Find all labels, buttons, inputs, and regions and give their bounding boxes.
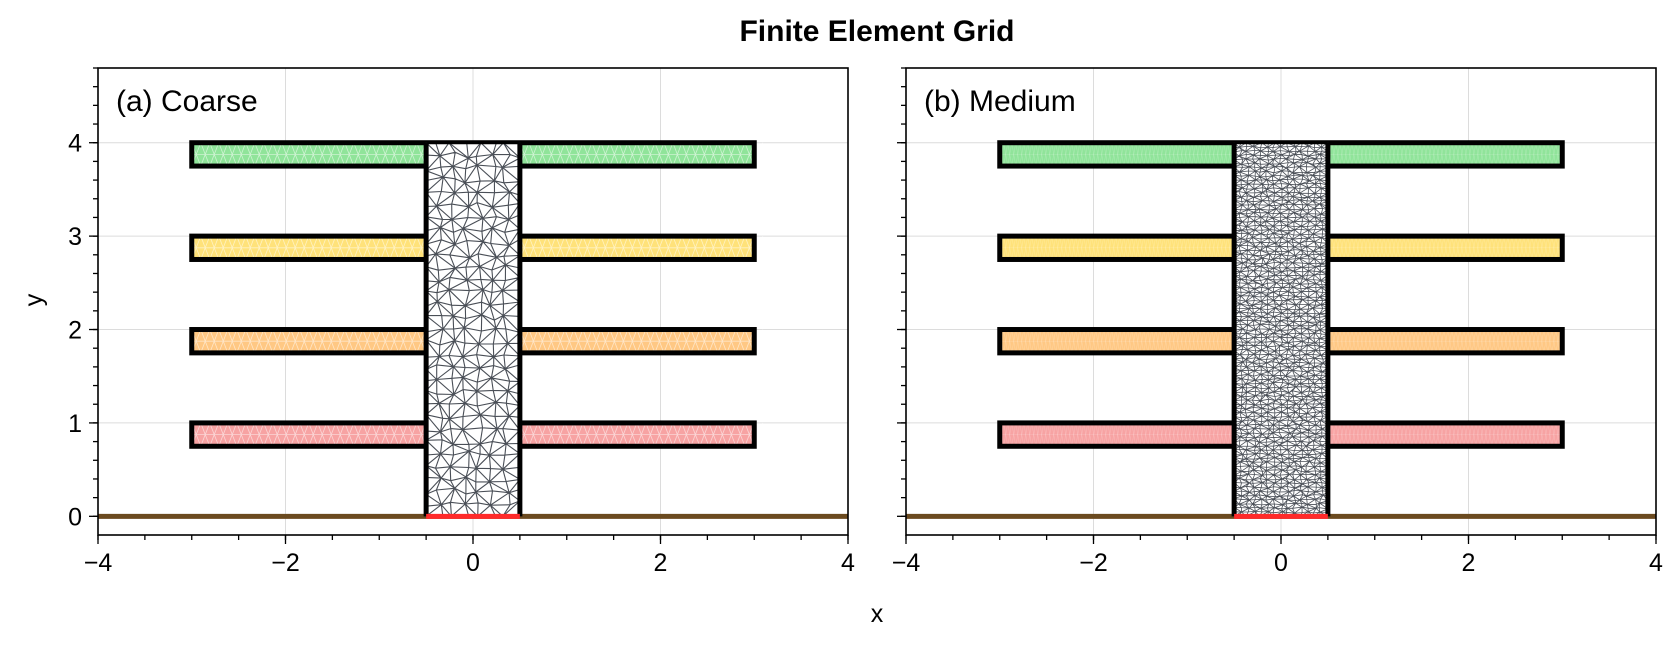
panel-medium: −4 −2 0 2 4 (b) Medium <box>892 67 1663 577</box>
x-tick-label: 2 <box>1462 549 1476 577</box>
floor-slab <box>999 142 1235 167</box>
floor-mesh <box>191 235 436 260</box>
y-tick-label: 3 <box>68 223 82 251</box>
x-tick-label: 0 <box>1274 549 1288 577</box>
floor-slab <box>1327 142 1563 167</box>
panel-label: (a) Coarse <box>116 85 258 118</box>
x-tick-label: 4 <box>1649 549 1663 577</box>
y-tick-label: 4 <box>68 130 82 158</box>
floor-mesh-lines <box>191 329 436 354</box>
floor-slab <box>999 236 1235 260</box>
ticks: −4 −2 0 2 4 <box>892 67 1663 577</box>
figure-title: Finite Element Grid <box>739 15 1014 48</box>
panel-label: (b) Medium <box>924 85 1076 118</box>
floor-mesh <box>519 235 764 260</box>
ticks: −4 −2 0 2 4 0 1 2 3 4 <box>68 67 855 577</box>
floor-mesh <box>519 422 764 447</box>
mesh-content <box>906 140 1656 519</box>
panel-coarse: −4 −2 0 2 4 0 1 2 3 4 (a) Coarse <box>68 67 855 577</box>
floor-mesh <box>519 142 764 167</box>
floor-mesh-lines <box>519 422 764 447</box>
floor-mesh-lines <box>519 235 764 260</box>
x-tick-label: 2 <box>654 549 668 577</box>
floor-mesh <box>191 329 436 354</box>
floor-mesh-lines <box>191 142 436 167</box>
y-axis-label: y <box>20 293 48 306</box>
y-tick-label: 0 <box>68 503 82 531</box>
floor-slab <box>1327 329 1563 353</box>
x-tick-label: 4 <box>841 549 855 577</box>
x-tick-label: −4 <box>84 549 113 577</box>
y-tick-label: 1 <box>68 410 82 438</box>
floor-mesh <box>191 422 436 447</box>
floor-mesh-lines <box>191 235 436 260</box>
floor-slab <box>1327 236 1563 260</box>
floor-slab <box>1327 422 1563 447</box>
floor-slab <box>999 329 1235 353</box>
floor-mesh-lines <box>519 329 764 354</box>
x-tick-label: 0 <box>466 549 480 577</box>
floor-mesh-lines <box>519 142 764 167</box>
x-tick-label: −2 <box>1079 549 1108 577</box>
floor-mesh <box>191 142 436 167</box>
y-tick-label: 2 <box>68 317 82 345</box>
x-axis-label: x <box>871 600 884 628</box>
floor-mesh <box>519 329 764 354</box>
x-tick-label: −2 <box>271 549 300 577</box>
floor-mesh-lines <box>191 422 436 447</box>
mesh-content <box>98 140 848 519</box>
floor-slab <box>999 422 1235 447</box>
x-tick-label: −4 <box>892 549 921 577</box>
